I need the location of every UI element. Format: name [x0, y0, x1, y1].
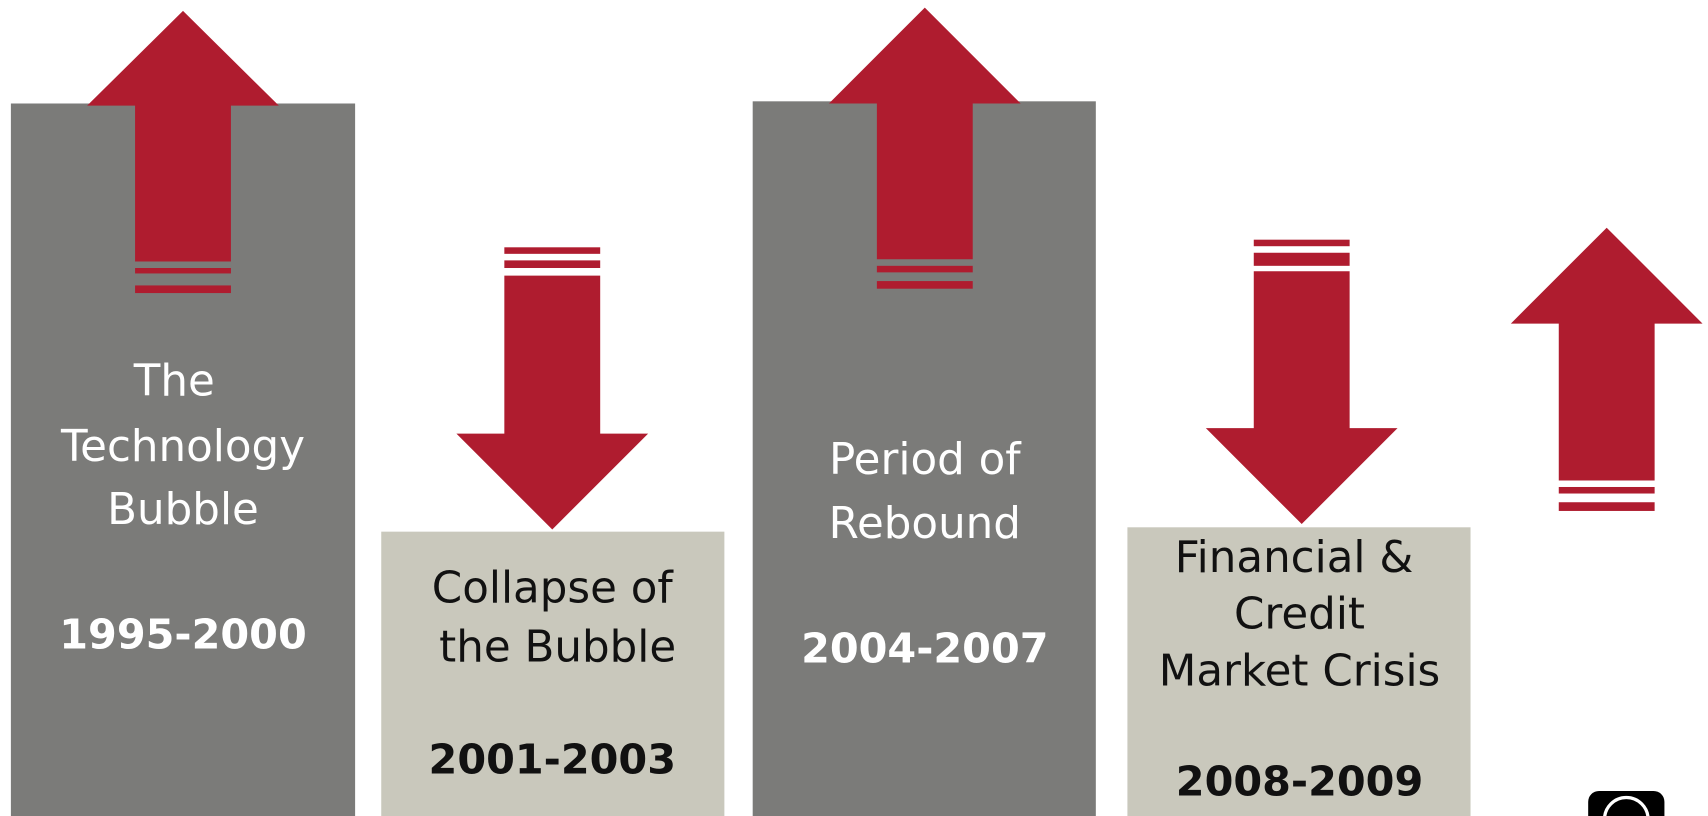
panel-line: Collapse of — [432, 563, 675, 613]
panel-years: 2008-2009 — [1176, 757, 1423, 805]
panel-years: 2004-2007 — [801, 624, 1048, 672]
panel-line: Rebound — [829, 499, 1021, 549]
panel-line: the Bubble — [439, 622, 676, 672]
panel-line: Market Crisis — [1159, 646, 1441, 696]
panel-years: 2001-2003 — [429, 736, 676, 784]
panel-line: Financial & — [1175, 533, 1414, 583]
panel-line: Credit — [1234, 590, 1365, 640]
panel-box — [1127, 527, 1471, 816]
up-arrow — [1510, 227, 1703, 511]
panel-years: 1995-2000 — [59, 610, 306, 658]
panel-line: Bubble — [107, 485, 259, 535]
up-arrow — [87, 10, 279, 294]
up-arrow — [828, 7, 1021, 289]
down-arrow — [1205, 239, 1398, 525]
panel-line: Technology — [60, 422, 305, 472]
panel-line: The — [133, 356, 215, 406]
logo — [1588, 790, 1665, 816]
logo-mark — [1603, 795, 1650, 816]
panel-box — [381, 531, 725, 816]
panel-line: Period of — [829, 435, 1022, 485]
down-arrow — [456, 247, 649, 530]
